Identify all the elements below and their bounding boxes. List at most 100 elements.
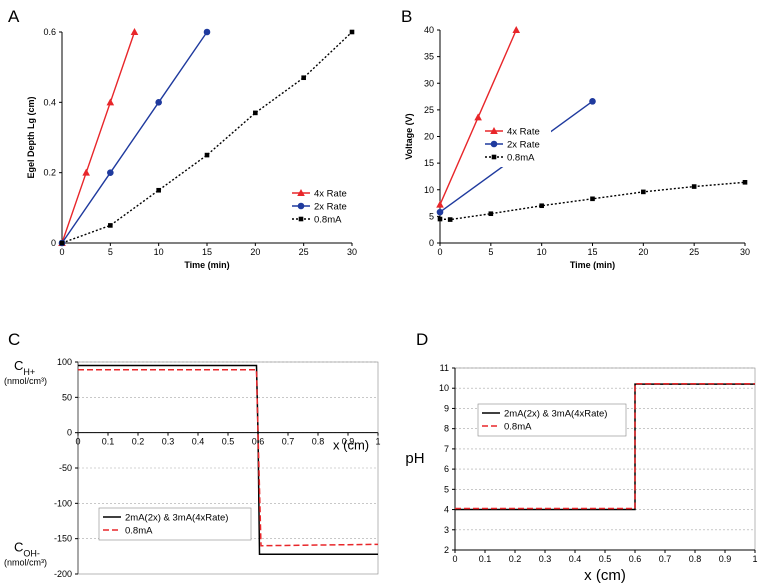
legend-box: [98, 507, 252, 541]
y-tick-label: 100: [57, 357, 72, 367]
y-tick-label: 8: [444, 424, 449, 434]
x-tick-label: 20: [638, 247, 648, 257]
data-point: [156, 187, 161, 193]
y-tick-label: 50: [62, 392, 72, 402]
x-tick-label: 0: [59, 247, 64, 257]
x-tick-label: 0.8: [689, 554, 702, 564]
legend-label: 0.8mA: [125, 526, 153, 537]
data-point: [691, 184, 697, 189]
y-tick-label: 10: [424, 185, 434, 195]
y-label-bottom: COH-: [14, 539, 40, 558]
legend-label: 0.8mA: [314, 215, 342, 226]
data-point: [204, 152, 210, 158]
data-point: [203, 28, 211, 36]
data-point: [106, 98, 115, 106]
series-line: [78, 364, 378, 555]
y-tick-label: -200: [54, 569, 72, 579]
plot-frame: [454, 367, 756, 551]
x-tick-label: 25: [299, 247, 309, 257]
y-tick-label: 4: [444, 505, 449, 515]
data-point: [436, 208, 444, 216]
y-axis-label: Egel Depth Lg (cm): [26, 96, 36, 178]
data-point: [447, 217, 453, 222]
data-point: [155, 99, 162, 106]
panel-B: B 0 5 10 15 20 25 30 35 40 0 5 10 15 20 25 30 Time (min) V…: [401, 7, 750, 270]
y-tick-label: 0: [429, 238, 434, 248]
data-point: [590, 196, 595, 202]
y-tick-label: -100: [54, 498, 72, 508]
x-tick-label: 30: [740, 247, 750, 257]
y-tick-label: 0.6: [43, 27, 56, 37]
panel-letter: B: [401, 7, 412, 26]
x-tick-label: 15: [587, 247, 597, 257]
data-point: [301, 75, 306, 81]
data-point: [437, 216, 443, 222]
y-tick-label: 0.4: [43, 97, 56, 107]
panel-letter: C: [8, 330, 20, 349]
data-point: [474, 113, 482, 121]
x-tick-label: 0.5: [222, 437, 235, 447]
x-tick-label: 0.6: [629, 554, 642, 564]
x-tick-label: 0.7: [659, 554, 672, 564]
y-label-bottom-unit: (nmol/cm³): [4, 557, 47, 567]
y-axis-label: Voltage (V): [404, 113, 414, 159]
series-line: [439, 181, 746, 221]
panel-D: D 2 3 4 5 6 7 8 9 10 11 0 0.1 0.2 0.3 0.4 0.5 0.6 0.7 0.8 0.…: [405, 330, 757, 584]
legend-label: 2x Rate: [314, 202, 347, 213]
y-tick-label: -50: [59, 463, 72, 473]
x-tick-label: 0.1: [102, 437, 115, 447]
y-tick-label: 30: [424, 78, 434, 88]
series-line: [61, 31, 208, 244]
y-axis-label: pH: [405, 450, 424, 467]
series-0.8mA: [78, 369, 379, 547]
x-tick-label: 1: [375, 437, 380, 447]
legend: 2mA(2x) & 3mA(4xRate) 0.8mA: [477, 403, 627, 437]
x-tick-label: 1: [752, 554, 757, 564]
legend-marker: [297, 202, 305, 210]
data-point: [589, 98, 596, 105]
x-tick-label: 25: [689, 247, 699, 257]
panel-A: A 0 0.2 0.4 0.6 0 5 10 15 20 25 30 Time (min) Egel De…: [8, 7, 358, 270]
legend-marker: [297, 189, 305, 196]
y-tick-label: 25: [424, 105, 434, 115]
y-tick-label: 40: [424, 25, 434, 35]
y-tick-label: 2: [444, 545, 449, 555]
data-point: [641, 189, 646, 195]
x-tick-label: 0.8: [312, 437, 325, 447]
y-tick-label: 11: [440, 363, 449, 373]
legend: 4x Rate 2x Rate 0.8mA: [481, 122, 551, 167]
x-axis-label: x (cm): [584, 567, 626, 584]
data-point: [253, 110, 258, 116]
series-0.8mA: [437, 179, 748, 222]
x-tick-label: 15: [202, 247, 212, 257]
panel-C: C -200 -150 -100 -50 0 50 100 0 0.1 0.2 0.3 0.4 0.5 0.…: [4, 330, 381, 579]
y-label-top: CH+: [14, 358, 35, 377]
legend-label: 4x Rate: [507, 127, 540, 138]
data-point: [107, 169, 114, 176]
legend-label: 0.8mA: [504, 422, 532, 433]
y-tick-label: -150: [54, 534, 72, 544]
legend: 4x Rate 2x Rate 0.8mA: [288, 184, 358, 229]
x-tick-label: 0.7: [282, 437, 295, 447]
y-tick-label: 5: [429, 211, 434, 221]
x-tick-label: 0: [75, 437, 80, 447]
x-tick-label: 0: [437, 247, 442, 257]
y-tick-label: 15: [424, 158, 434, 168]
panel-letter: D: [416, 330, 428, 349]
data-point: [59, 240, 65, 246]
y-label-bottom-sub: OH-: [23, 548, 40, 558]
x-axis-label: Time (min): [184, 260, 229, 270]
y-label-top-unit: (nmol/cm³): [4, 376, 47, 386]
series-2mA(2x) & 3mA(4xRate): [455, 383, 755, 511]
x-tick-label: 0: [452, 554, 457, 564]
series-0.8mA: [59, 29, 355, 246]
x-tick-label: 0.5: [599, 554, 612, 564]
y-tick-label: 20: [424, 132, 434, 142]
legend-marker: [490, 127, 498, 134]
data-point: [512, 26, 521, 33]
y-tick-label: 5: [444, 484, 449, 494]
y-tick-label: 7: [444, 444, 449, 454]
x-tick-label: 5: [108, 247, 113, 257]
legend: 2mA(2x) & 3mA(4xRate) 0.8mA: [98, 507, 252, 541]
